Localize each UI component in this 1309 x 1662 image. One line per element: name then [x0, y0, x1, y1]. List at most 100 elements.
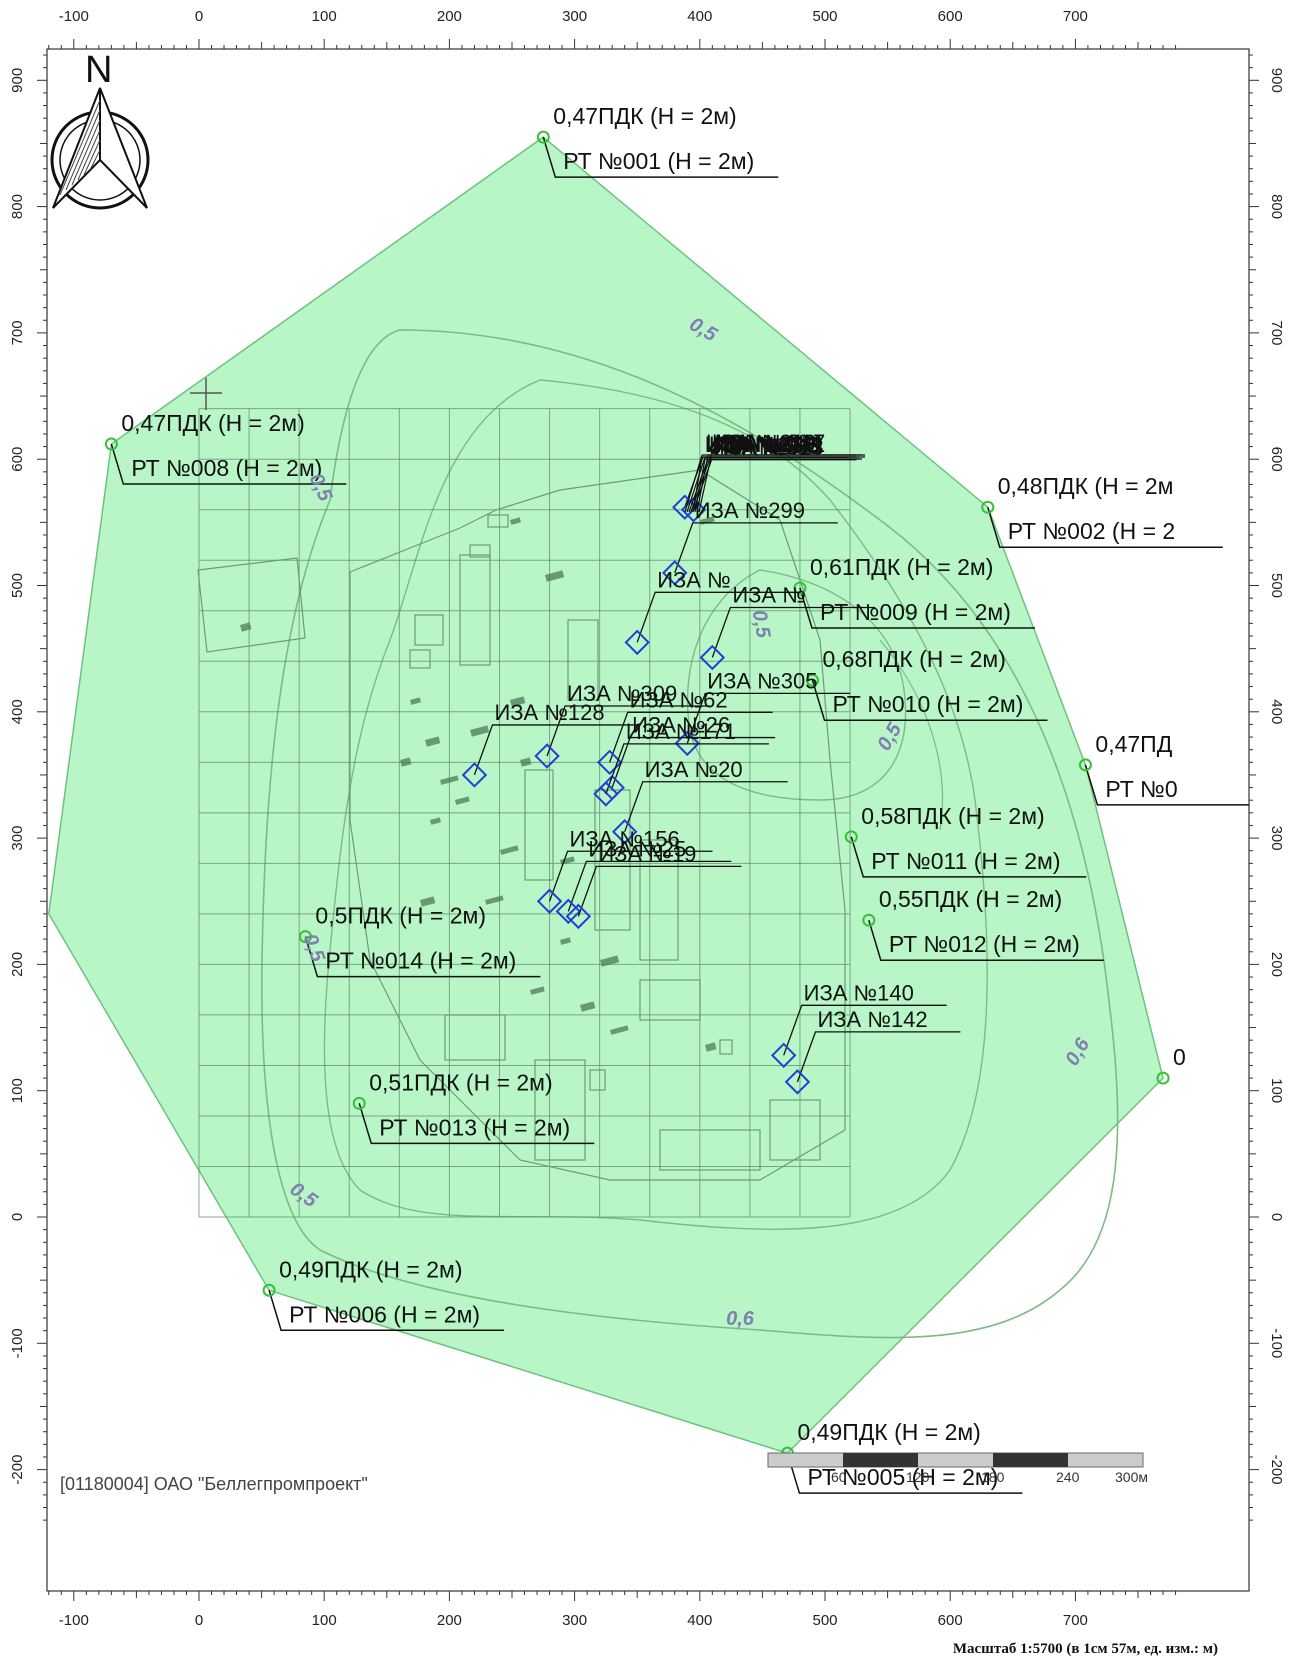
calc-point-name: РТ №011 (Н = 2м)	[871, 848, 1060, 874]
calc-point[interactable]: 0,47ПД РТ №0	[1078, 731, 1309, 806]
calc-point[interactable]: 0,5ПДК (Н = 2м) РТ №014 (Н = 2м)	[298, 903, 541, 978]
calc-point-marker[interactable]	[805, 673, 819, 687]
calc-point-leader	[268, 1290, 505, 1332]
emission-source[interactable]: ИЗА №305	[674, 668, 851, 757]
source-marker[interactable]	[699, 644, 726, 671]
source-marker[interactable]	[536, 888, 563, 914]
source-leader	[605, 743, 769, 795]
emission-source[interactable]: ИЗА №25	[555, 836, 732, 925]
calc-point-marker[interactable]	[862, 913, 876, 927]
emission-source[interactable]: ИЗА №26	[599, 713, 776, 801]
source-marker[interactable]	[770, 1042, 797, 1069]
emission-source[interactable]: ИЗА №128	[461, 700, 638, 788]
site-object	[610, 1025, 629, 1035]
calc-point-marker[interactable]	[1078, 758, 1092, 772]
calc-point-marker[interactable]	[262, 1283, 276, 1297]
y-tick-label-right: 800	[1268, 194, 1285, 219]
site-object	[440, 775, 459, 785]
source-leader	[783, 1004, 947, 1056]
source-marker[interactable]	[565, 903, 592, 930]
emission-source[interactable]: ИЗА №156	[536, 826, 713, 914]
x-tick-label-bottom: 200	[437, 1612, 462, 1629]
calc-point-value: 0,48ПДК (Н = 2м	[998, 473, 1174, 499]
source-marker[interactable]	[624, 629, 650, 656]
calc-point-marker[interactable]	[352, 1096, 366, 1110]
site-object	[599, 955, 620, 967]
site-object	[705, 1042, 717, 1052]
emission-source[interactable]: ИЗА №20	[611, 757, 788, 845]
emission-source[interactable]: ИЗА №309	[534, 681, 711, 769]
overlap-label: ИЗА №317	[715, 430, 825, 455]
calc-point-marker[interactable]	[844, 830, 858, 844]
calc-point[interactable]: 0,49ПДК (Н = 2м) РТ №005 (Н = 2м)	[780, 1419, 1023, 1494]
calc-point[interactable]: 0,68ПДК (Н = 2м) РТ №010 (Н = 2м)	[805, 646, 1048, 721]
source-marker[interactable]	[784, 1069, 811, 1095]
calc-point-marker[interactable]	[104, 437, 118, 451]
calc-point-marker[interactable]	[536, 130, 550, 144]
emission-source[interactable]: ИЗА №140	[770, 980, 947, 1069]
source-leader	[546, 705, 711, 757]
source-marker[interactable]	[662, 560, 688, 586]
site-object	[579, 1001, 596, 1012]
calc-point-marker[interactable]	[793, 581, 807, 595]
site-object	[424, 736, 441, 747]
calc-point-leader	[987, 506, 1223, 548]
calc-point[interactable]: 0	[1156, 1044, 1186, 1085]
emission-source[interactable]: ИЗА №315	[672, 432, 848, 520]
source-label: ИЗА №315	[705, 432, 815, 457]
x-tick-label-top: 100	[312, 8, 337, 25]
source-marker[interactable]	[593, 781, 619, 807]
emission-source[interactable]: ИЗА №	[699, 582, 876, 671]
source-leader	[577, 865, 742, 917]
calc-point-marker[interactable]	[981, 500, 995, 514]
calc-point[interactable]: 0,47ПДК (Н = 2м) РТ №001 (Н = 2м)	[536, 103, 779, 178]
y-tick-label-right: 100	[1268, 1078, 1285, 1103]
calc-point-name: РТ №006 (Н = 2м)	[289, 1301, 480, 1327]
source-marker[interactable]	[534, 743, 560, 769]
calc-point-value: 0,49ПДК (Н = 2м)	[279, 1256, 462, 1282]
isoline-0-5-inner	[323, 379, 988, 1230]
emission-source[interactable]: ИЗА №142	[784, 1007, 961, 1095]
y-tick-label-right: 700	[1268, 320, 1285, 345]
calc-point[interactable]: 0,61ПДК (Н = 2м) РТ №009 (Н = 2м)	[793, 554, 1035, 629]
overlap-leader	[698, 456, 712, 513]
source-marker[interactable]	[611, 819, 638, 845]
calc-point-name: РТ №001 (Н = 2м)	[563, 148, 754, 174]
overlap-leader	[696, 454, 709, 513]
calc-point[interactable]: 0,55ПДК (Н = 2м) РТ №012 (Н = 2м)	[862, 886, 1104, 961]
calc-point[interactable]: 0,51ПДК (Н = 2м) РТ №013 (Н = 2м)	[352, 1069, 595, 1145]
calc-point[interactable]: 0,48ПДК (Н = 2м РТ №002 (Н = 2	[981, 473, 1223, 548]
emission-source[interactable]: ИЗА №171	[593, 719, 769, 807]
calc-point[interactable]: 0,49ПДК (Н = 2м) РТ №006 (Н = 2м)	[262, 1256, 505, 1332]
source-marker[interactable]	[555, 898, 582, 925]
isoline-0-5-outer	[261, 329, 1119, 1339]
emission-source[interactable]: ИЗА №19	[565, 841, 742, 930]
x-tick-label-bottom: 600	[938, 1612, 963, 1629]
calc-point-leader	[304, 936, 541, 978]
y-tick-label-right: 300	[1268, 826, 1285, 851]
calc-point-value: 0,55ПДК (Н = 2м)	[879, 886, 1062, 912]
calc-point-marker[interactable]	[298, 930, 312, 944]
calc-point[interactable]: 0,58ПДК (Н = 2м) РТ №011 (Н = 2м)	[844, 803, 1087, 878]
source-label: ИЗА №	[657, 567, 731, 592]
site-object	[499, 845, 519, 855]
calc-point-marker[interactable]	[1156, 1071, 1170, 1085]
source-label: ИЗА №26	[632, 713, 730, 738]
calc-point-name: РТ №008 (Н = 2м)	[131, 455, 322, 481]
calc-point[interactable]: 0,47ПДК (Н = 2м) РТ №008 (Н = 2м)	[104, 410, 347, 485]
source-marker[interactable]	[461, 762, 488, 788]
calc-point-leader	[850, 836, 1087, 878]
calc-point-name: РТ №014 (Н = 2м)	[325, 948, 516, 974]
emission-source[interactable]: ИЗА №299	[662, 498, 838, 586]
y-tick-label-right: 600	[1268, 447, 1285, 472]
site-object	[530, 986, 545, 995]
site-object	[454, 796, 470, 805]
source-leader	[548, 850, 713, 902]
emission-source[interactable]: ИЗА №	[624, 567, 801, 656]
site-object	[399, 757, 412, 767]
scale-bar: 60 120 180 240 300м	[767, 1452, 1148, 1485]
y-tick-label-right: 500	[1268, 573, 1285, 598]
emission-source[interactable]: ИЗА №62	[596, 687, 773, 776]
calc-point-value: 0,5ПДК (Н = 2м)	[315, 903, 486, 929]
scale-caption: Масштаб 1:5700 (в 1см 57м, ед. изм.: м)	[953, 1641, 1218, 1657]
